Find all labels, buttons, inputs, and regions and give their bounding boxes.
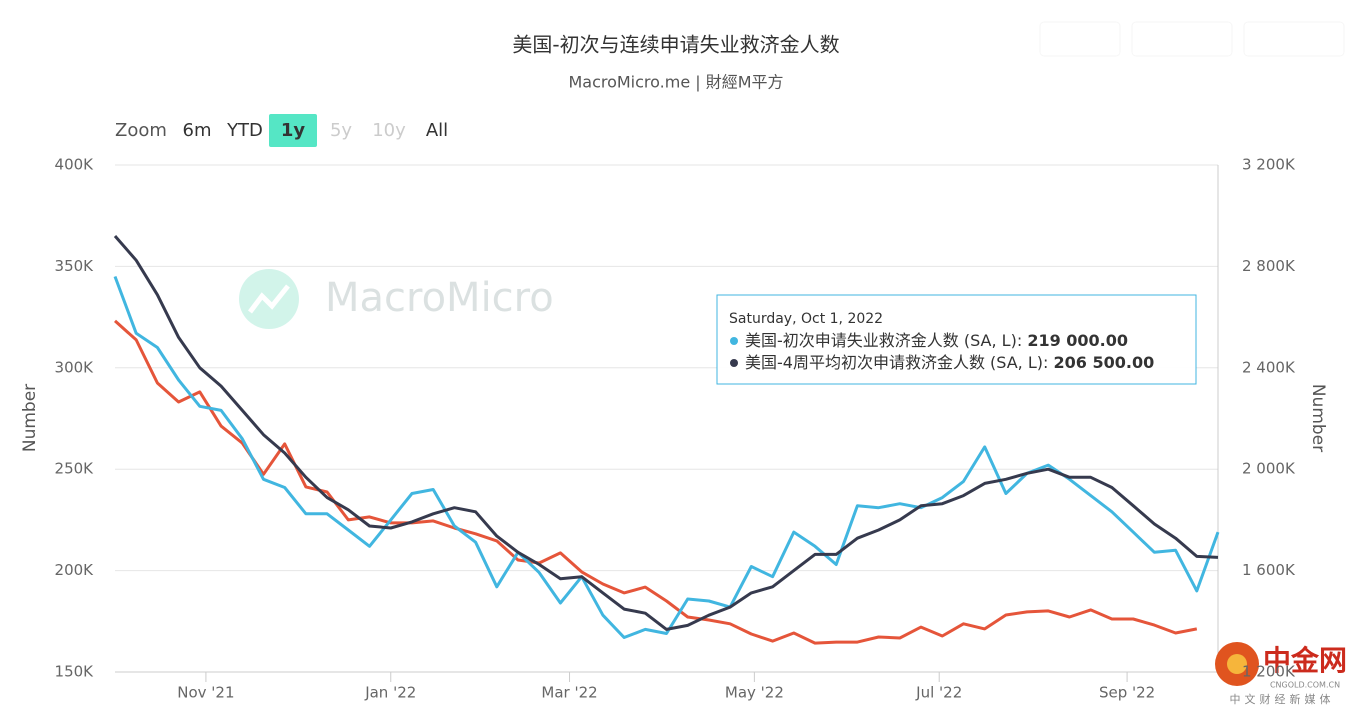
tooltip-rows: 美国-初次申请失业救济金人数 (SA, L): 219 000.00 美国-4周平… bbox=[730, 331, 1154, 372]
zoom-button: 5y bbox=[330, 120, 352, 141]
tooltip-title: Saturday, Oct 1, 2022 bbox=[729, 311, 883, 327]
y2-tick-label: 2 000K bbox=[1242, 460, 1296, 478]
watermark: MacroMicro bbox=[239, 269, 554, 329]
tooltip-value: 219 000.00 bbox=[1027, 331, 1128, 350]
plot bbox=[113, 235, 1220, 645]
zoom-button[interactable]: YTD bbox=[226, 120, 263, 141]
grid bbox=[115, 164, 1218, 673]
y-tick-label: 250K bbox=[55, 460, 95, 478]
tooltip-label: 美国-4周平均初次申请救济金人数 (SA, L): bbox=[745, 353, 1054, 372]
zoom-button-bg bbox=[269, 114, 317, 147]
zoom-button[interactable]: 6m bbox=[183, 120, 212, 141]
zoom-button[interactable]: All bbox=[426, 120, 448, 141]
x-tick-label: Nov '21 bbox=[177, 684, 234, 702]
y-tick-label: 150K bbox=[55, 663, 95, 681]
y-tick-label: 350K bbox=[55, 257, 95, 275]
x-tick-label: Sep '22 bbox=[1099, 684, 1155, 702]
x-tick-label: May '22 bbox=[725, 684, 784, 702]
y2-tick-label: 3 200K bbox=[1242, 156, 1296, 174]
export-buttons bbox=[1039, 21, 1345, 57]
y2-tick-label: 1 600K bbox=[1242, 561, 1296, 579]
logo-slogan: 中文财经新媒体 bbox=[1230, 692, 1335, 706]
y2-tick-label: 2 800K bbox=[1242, 257, 1296, 275]
tooltip-row: 美国-4周平均初次申请救济金人数 (SA, L): 206 500.00 bbox=[745, 353, 1154, 372]
x-tick-label: Jul '22 bbox=[915, 684, 962, 702]
zoom-bar: Zoom 6m YTD 1y 5y 10y All bbox=[115, 114, 448, 147]
logo-site: CNGOLD.COM.CN bbox=[1270, 681, 1340, 690]
tooltip-value: 206 500.00 bbox=[1054, 353, 1155, 372]
y2-axis-title: Number bbox=[1308, 384, 1328, 452]
tooltip-bullet bbox=[730, 337, 738, 345]
y2-tick-label: 1 200K bbox=[1242, 663, 1296, 681]
y-tick-label: 200K bbox=[55, 561, 95, 579]
y-axis-title: Number bbox=[20, 384, 40, 452]
zoom-button: 10y bbox=[372, 120, 406, 141]
y-tick-label: 400K bbox=[55, 156, 95, 174]
y2-tick-label: 2 400K bbox=[1242, 358, 1296, 376]
chart-subtitle: MacroMicro.me | 財經M平方 bbox=[568, 73, 783, 92]
x-tick-label: Jan '22 bbox=[364, 684, 416, 702]
tooltip-bullet bbox=[730, 359, 738, 367]
series-line bbox=[113, 235, 1219, 631]
zoom-button[interactable]: 1y bbox=[281, 120, 306, 141]
corner-logo: 中金网 CNGOLD.COM.CN 中文财经新媒体 bbox=[1215, 642, 1347, 706]
chart-title: 美国-初次与连续申请失业救济金人数 bbox=[512, 33, 839, 57]
tooltip-box bbox=[716, 294, 1197, 385]
tooltip-row: 美国-初次申请失业救济金人数 (SA, L): 219 000.00 bbox=[745, 331, 1128, 350]
zoom-label: Zoom bbox=[115, 120, 167, 141]
watermark-text: MacroMicro bbox=[325, 275, 554, 321]
y-tick-label: 300K bbox=[55, 358, 95, 376]
logo-name: 中金网 bbox=[1263, 644, 1347, 677]
tooltip-label: 美国-初次申请失业救济金人数 (SA, L): bbox=[745, 331, 1027, 350]
x-tick-label: Mar '22 bbox=[541, 684, 597, 702]
tooltip: Saturday, Oct 1, 2022 美国-初次申请失业救济金人数 (SA… bbox=[716, 294, 1197, 385]
